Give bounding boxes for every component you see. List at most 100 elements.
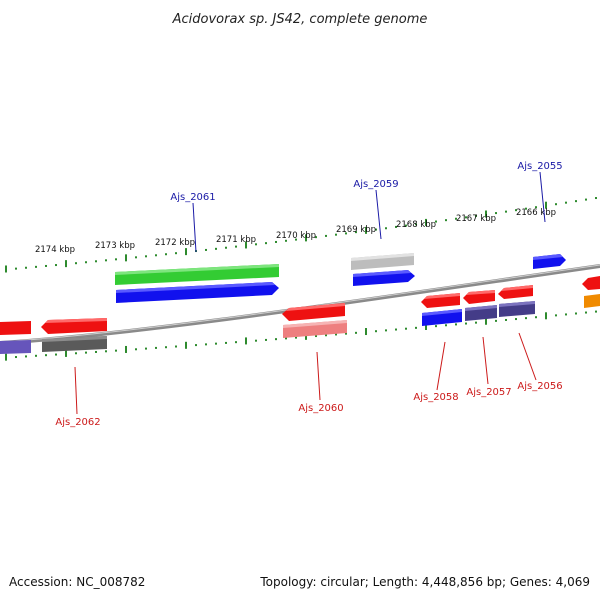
scale-tick-major — [425, 218, 427, 226]
tick-labels: 2174 kbp 2173 kbp 2172 kbp 2171 kbp 2170… — [35, 208, 556, 255]
scale-tick-minor — [335, 333, 337, 336]
scale-tick-major — [185, 341, 187, 349]
scale-tick-minor — [105, 259, 107, 262]
scale-tick-minor — [255, 339, 257, 342]
tick-label: 2174 kbp — [35, 245, 75, 255]
leader-line-ajs-2056 — [518, 332, 537, 381]
gene-label-ajs-2058[interactable]: Ajs_2058 — [413, 392, 458, 403]
scale-tick-minor — [155, 346, 157, 349]
tick-label: 2166 kbp — [516, 208, 556, 218]
scale-tick-minor — [215, 247, 217, 250]
scale-tick-minor — [175, 345, 177, 348]
scale-tick-minor — [165, 253, 167, 256]
topology-summary: Topology: circular; Length: 4,448,856 bp… — [259, 575, 590, 589]
scale-tick-minor — [115, 349, 117, 352]
scale-tick-major — [125, 345, 127, 353]
scale-tick-major — [65, 349, 67, 357]
scale-tick-minor — [515, 209, 517, 212]
gene-arrow-blue-shade — [353, 270, 411, 277]
scale-tick-minor — [345, 232, 347, 235]
page-title: Acidovorax sp. JS42, complete genome — [172, 12, 428, 27]
gene-arrow-green[interactable] — [115, 264, 279, 285]
scale-tick-minor — [205, 248, 207, 251]
scale-tick-minor — [265, 242, 267, 245]
gene-label-ajs-2059[interactable]: Ajs_2059 — [353, 179, 398, 190]
scale-tick-minor — [415, 326, 417, 329]
gene-label-ajs-2057[interactable]: Ajs_2057 — [466, 387, 511, 398]
scale-tick-minor — [525, 317, 527, 320]
scale-tick-minor — [535, 206, 537, 209]
gene-arrow-green-shade — [115, 264, 279, 275]
scale-tick-minor — [555, 203, 557, 206]
gene-arrow-red-shade — [466, 290, 495, 295]
scale-tick-minor — [35, 265, 37, 268]
scale-tick-minor — [585, 311, 587, 314]
scale-tick-minor — [75, 262, 77, 265]
scale-tick-minor — [385, 227, 387, 230]
scale-tick-minor — [225, 341, 227, 344]
scale-tick-minor — [285, 239, 287, 242]
leader-line-ajs-2058 — [436, 341, 446, 391]
scale-tick-minor — [315, 236, 317, 239]
scale-tick-minor — [475, 321, 477, 324]
scale-tick-minor — [55, 264, 57, 267]
scale-tick-minor — [355, 331, 357, 334]
scale-tick-major — [545, 312, 547, 320]
leader-line-ajs-2057 — [482, 336, 489, 385]
scale-tick-minor — [155, 254, 157, 257]
gene-arrow-red[interactable] — [0, 321, 31, 335]
gene-arrows-reverse — [0, 285, 535, 354]
scale-tick-minor — [375, 330, 377, 333]
scale-tick-minor — [325, 334, 327, 337]
scale-tick-minor — [75, 352, 77, 355]
scale-tick-minor — [35, 354, 37, 357]
tick-label: 2171 kbp — [216, 235, 256, 245]
scale-tick-minor — [255, 243, 257, 246]
scale-tick-minor — [475, 214, 477, 217]
scale-tick-minor — [595, 310, 597, 313]
gene-label-ajs-2060[interactable]: Ajs_2060 — [298, 403, 343, 414]
scale-tick-minor — [445, 219, 447, 222]
scale-tick-minor — [575, 200, 577, 203]
scale-tick-minor — [505, 318, 507, 321]
scale-tick-minor — [335, 233, 337, 236]
gene-label-ajs-2062[interactable]: Ajs_2062 — [55, 417, 100, 428]
scale-tick-minor — [325, 234, 327, 237]
scale-tick-minor — [565, 313, 567, 316]
gene-label-ajs-2055[interactable]: Ajs_2055 — [517, 161, 562, 172]
scale-tick-minor — [565, 201, 567, 204]
gene-arrow-orange[interactable] — [584, 294, 600, 308]
gene-arrow-blue[interactable] — [116, 282, 279, 303]
gene-arrow-navy-shade — [465, 305, 497, 311]
lower-dotted-ring — [5, 310, 597, 361]
scale-tick-minor — [175, 252, 177, 255]
gene-label-ajs-2061[interactable]: Ajs_2061 — [170, 192, 215, 203]
gene-label-ajs-2056[interactable]: Ajs_2056 — [517, 381, 562, 392]
gene-arrows — [115, 253, 600, 308]
leader-line-ajs-2061 — [192, 202, 197, 253]
scale-tick-minor — [395, 328, 397, 331]
scale-tick-major — [485, 210, 487, 218]
scale-tick-minor — [575, 312, 577, 315]
scale-tick-major — [425, 322, 427, 330]
scale-tick-major — [245, 337, 247, 345]
accession-text: Accession: NC_008782 — [9, 575, 145, 589]
scale-tick-minor — [595, 197, 597, 200]
scale-tick-minor — [345, 332, 347, 335]
gene-arrow-blue-shade — [422, 309, 462, 316]
scale-tick-minor — [135, 348, 137, 351]
scale-tick-minor — [195, 344, 197, 347]
gene-arrow-red[interactable] — [582, 276, 600, 290]
scale-tick-minor — [145, 347, 147, 350]
scale-tick-major — [545, 201, 547, 209]
gene-arrow-dark-gray-shade — [42, 336, 107, 342]
scale-tick-minor — [265, 338, 267, 341]
scale-tick-major — [365, 226, 367, 234]
scale-tick-minor — [505, 210, 507, 213]
scale-tick-minor — [435, 325, 437, 328]
gene-arrow-purple[interactable] — [0, 340, 31, 354]
gene-arrow-blue-shade — [533, 254, 563, 260]
scale-tick-minor — [275, 338, 277, 341]
leader-line-ajs-2062 — [74, 366, 78, 415]
scale-tick-minor — [495, 319, 497, 322]
